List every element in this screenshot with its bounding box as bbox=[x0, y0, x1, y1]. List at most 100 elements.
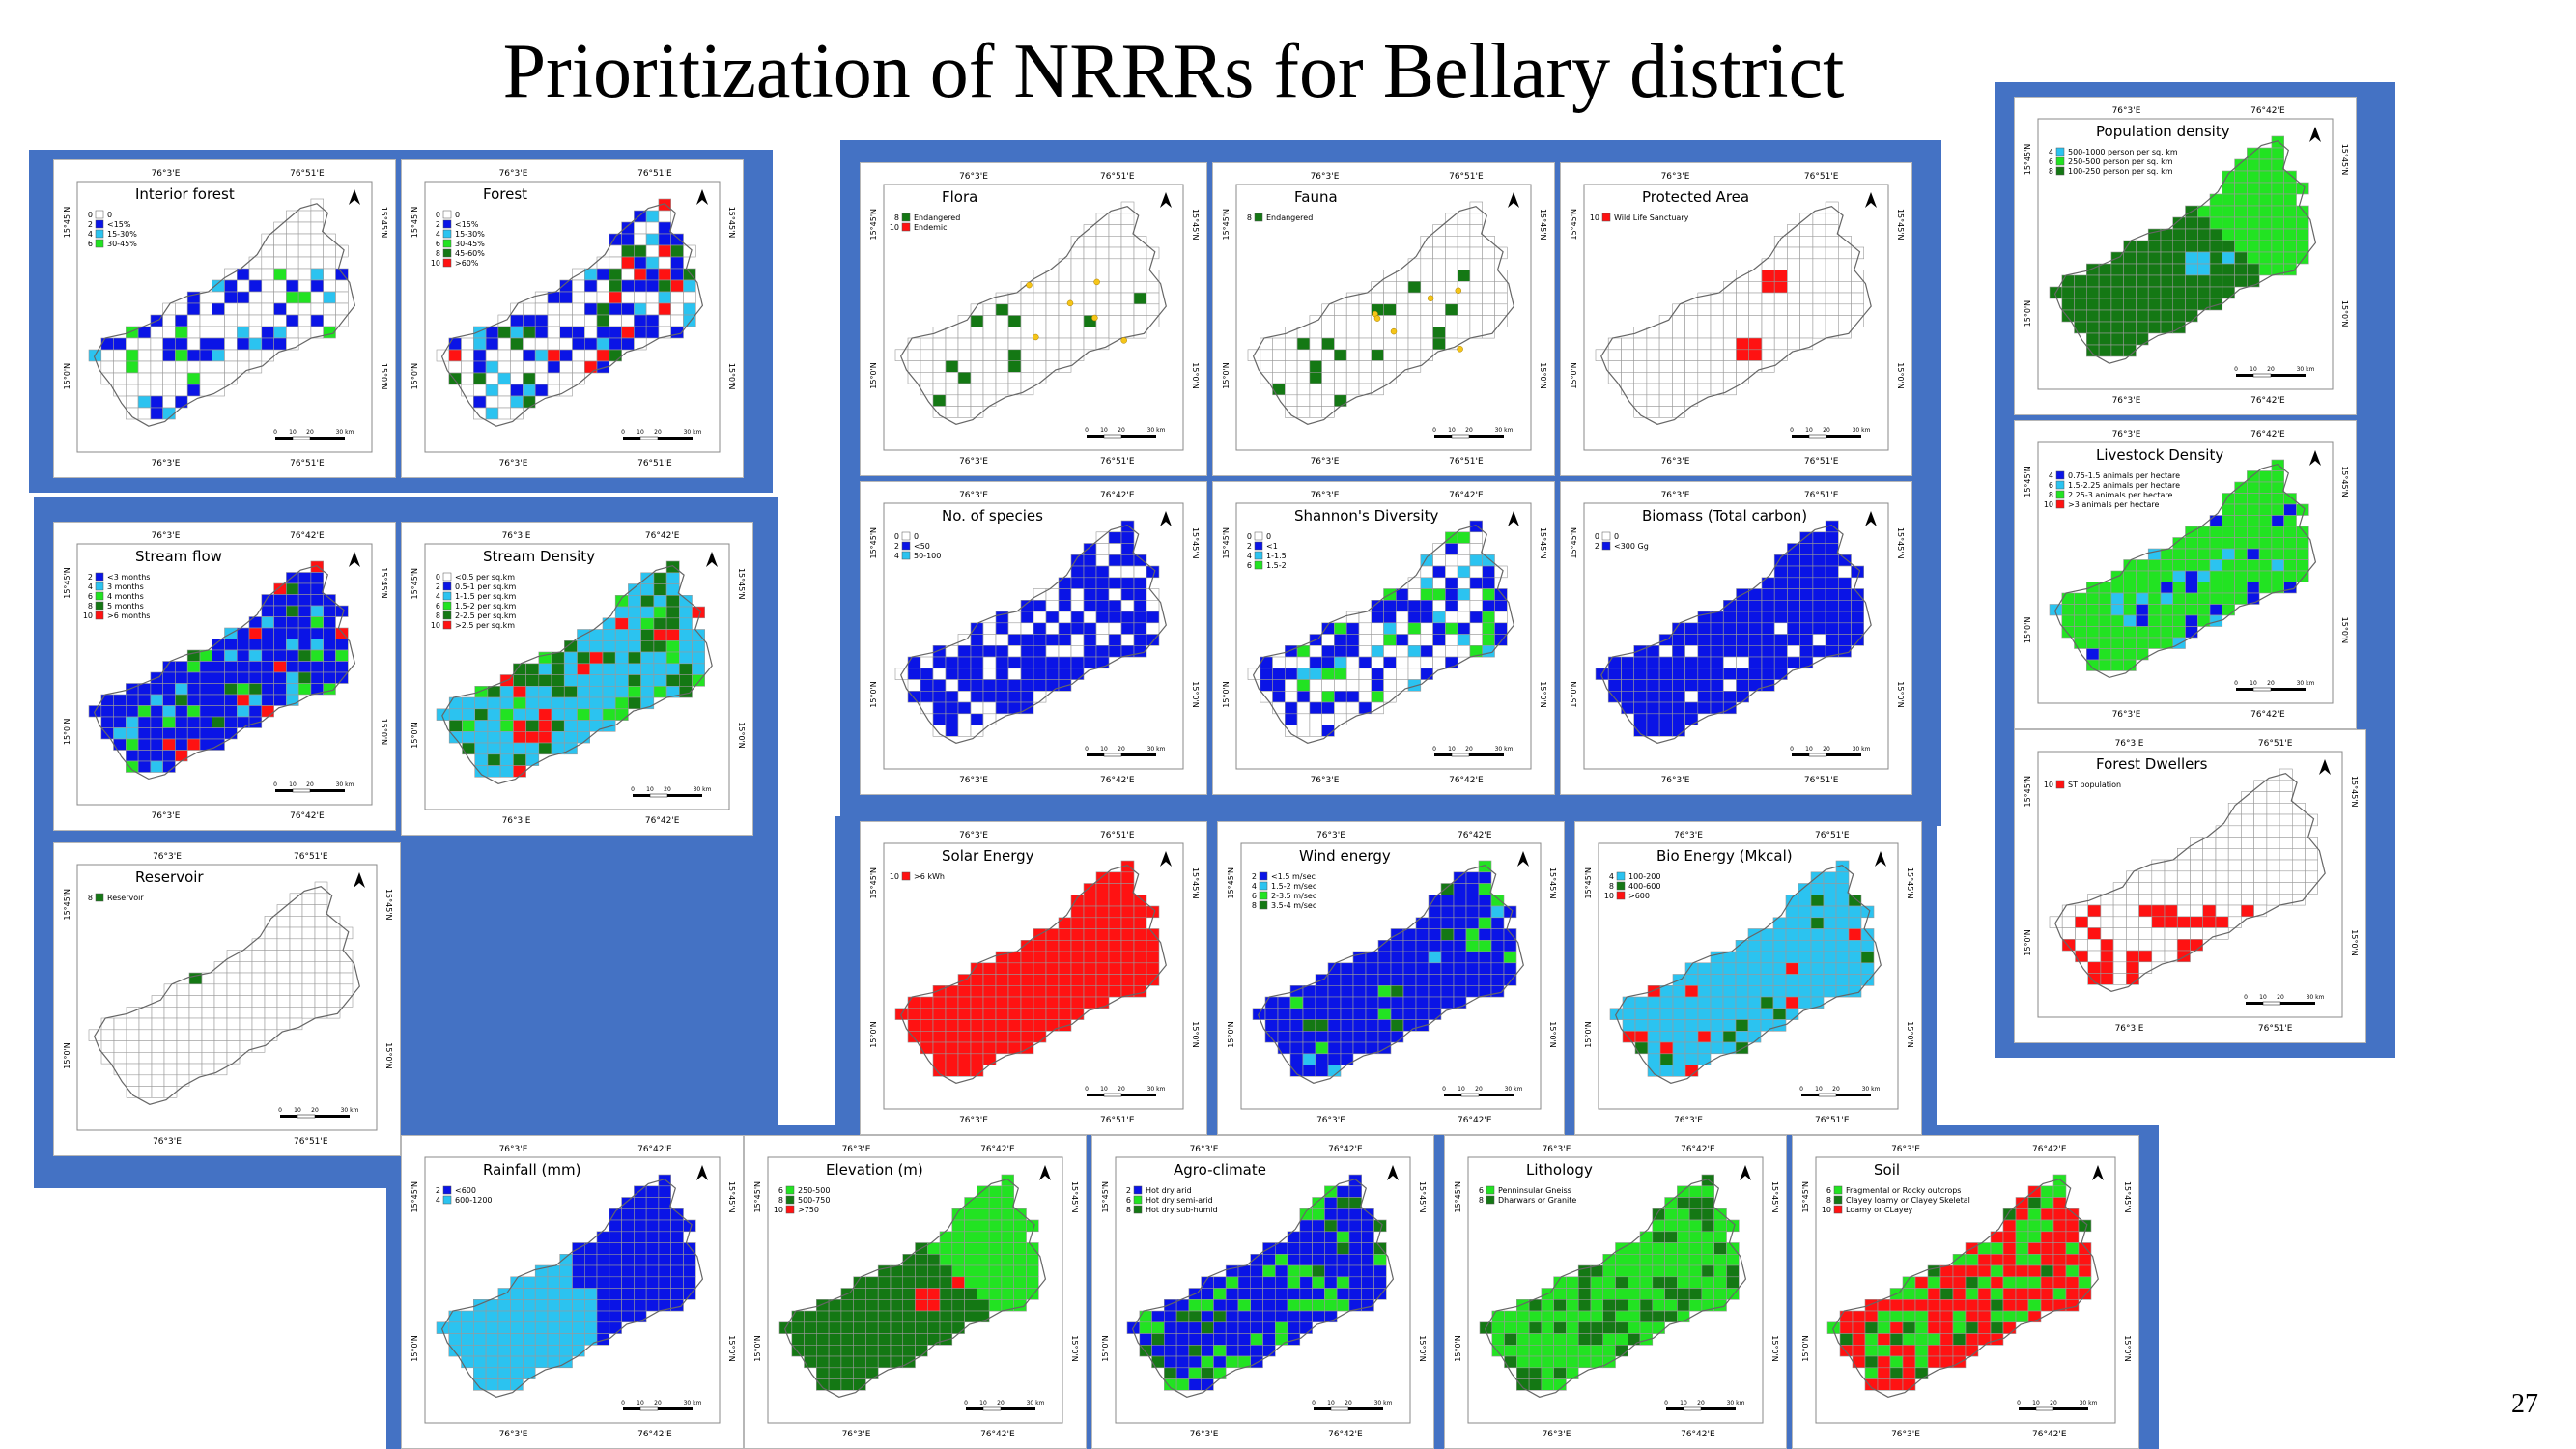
north-arrow-icon bbox=[696, 1165, 708, 1180]
grid-cell bbox=[609, 314, 622, 327]
map-title: Forest Dwellers bbox=[2096, 755, 2208, 773]
grid-cell bbox=[261, 268, 274, 281]
grid-cell bbox=[609, 349, 622, 362]
grid-cell bbox=[2266, 859, 2280, 872]
grid-cell bbox=[621, 256, 635, 270]
grid-cell bbox=[1225, 1310, 1239, 1323]
grid-cell bbox=[840, 1310, 855, 1323]
grid-cell bbox=[634, 279, 647, 293]
grid-cell bbox=[1541, 1321, 1555, 1334]
grid-cell bbox=[1848, 962, 1862, 975]
grid-cell bbox=[1440, 895, 1455, 907]
grid-cell bbox=[547, 337, 561, 351]
grid-cell bbox=[1848, 951, 1862, 964]
grid-cell bbox=[510, 337, 524, 351]
grid-cell bbox=[2202, 882, 2217, 895]
grid-cell bbox=[1345, 372, 1360, 384]
grid-cell bbox=[2052, 1276, 2067, 1289]
grid-cell bbox=[572, 1276, 585, 1289]
grid-cell bbox=[1146, 611, 1160, 624]
grid-cell bbox=[1120, 917, 1135, 929]
map-panel-shannons-diversity: Shannon's Diversity 0 0 2 <1 4 1-1.5 6 1.5-2 0 10 2… bbox=[1212, 481, 1555, 795]
legend-score: 2 bbox=[1247, 542, 1252, 551]
grid-cell bbox=[239, 995, 253, 1008]
grid-cell bbox=[1095, 600, 1110, 612]
map-panel-biomass: Biomass (Total carbon) 0 0 2 <300 Gg 0 10 20 30 … bbox=[1560, 481, 1912, 795]
grid-cell bbox=[1445, 588, 1458, 601]
grid-cell bbox=[1615, 1333, 1628, 1346]
grid-cell bbox=[932, 349, 947, 361]
grid-cell bbox=[1334, 634, 1347, 646]
grid-cell bbox=[1799, 543, 1814, 555]
grid-cell bbox=[2279, 813, 2293, 827]
legend-swatch bbox=[785, 1195, 795, 1205]
grid-cell bbox=[2040, 1208, 2054, 1221]
grid-cell bbox=[945, 701, 959, 715]
grid-cell bbox=[2086, 344, 2100, 357]
grid-cell bbox=[473, 395, 487, 409]
grid-cell bbox=[1321, 394, 1335, 407]
district-grid bbox=[1595, 520, 1864, 737]
grid-cell bbox=[1020, 668, 1034, 680]
grid-cell bbox=[2138, 904, 2153, 918]
scale-bar-icon: 0 10 20 30 km bbox=[2244, 994, 2325, 1006]
grid-cell bbox=[310, 256, 324, 270]
grid-cell bbox=[314, 983, 328, 996]
grid-cell bbox=[534, 384, 549, 397]
grid-cell bbox=[339, 926, 354, 940]
grid-cell bbox=[609, 337, 622, 351]
grid-cell bbox=[1772, 996, 1787, 1009]
grid-cell bbox=[1761, 270, 1775, 282]
grid-cell bbox=[915, 1299, 928, 1312]
grid-cell bbox=[151, 1040, 165, 1053]
lon-label-bottom: 76°3'E bbox=[2112, 710, 2141, 720]
grid-cell bbox=[2215, 894, 2229, 906]
grid-cell bbox=[621, 302, 635, 316]
lon-label-top: 76°42'E bbox=[637, 1145, 672, 1154]
grid-cell bbox=[907, 360, 921, 373]
grid-cell bbox=[1837, 270, 1852, 282]
grid-cell bbox=[1336, 1276, 1350, 1289]
lat-label-right: 15°45'N bbox=[1191, 867, 1200, 899]
grid-cell bbox=[1633, 691, 1648, 703]
grid-cell bbox=[1697, 1031, 1712, 1043]
grid-cell bbox=[1361, 1254, 1374, 1266]
grid-cell bbox=[1684, 656, 1699, 669]
grid-cell bbox=[977, 1197, 990, 1209]
grid-cell bbox=[572, 1321, 585, 1334]
grid-cell bbox=[1020, 1041, 1034, 1055]
map-panel-stream-density: Stream Density 0 <0.5 per sq.km 2 0.5-1 per … bbox=[401, 522, 753, 836]
grid-cell bbox=[1736, 600, 1749, 612]
grid-cell bbox=[1516, 1299, 1530, 1312]
grid-cell bbox=[634, 1299, 647, 1312]
grid-cell bbox=[970, 985, 984, 998]
grid-cell bbox=[1646, 349, 1660, 361]
lat-label-right: 15°0'N bbox=[1539, 362, 1547, 388]
grid-cell bbox=[2112, 916, 2127, 928]
lon-label-bottom: 76°42'E bbox=[1100, 776, 1135, 785]
grid-cell bbox=[1348, 1276, 1362, 1289]
grid-cell bbox=[1365, 962, 1379, 975]
grid-cell bbox=[1420, 246, 1433, 260]
grid-cell bbox=[2087, 904, 2102, 918]
grid-cell bbox=[310, 594, 324, 607]
grid-cell bbox=[1639, 1231, 1654, 1243]
grid-cell bbox=[150, 337, 164, 351]
grid-cell bbox=[927, 1299, 941, 1312]
grid-cell bbox=[1621, 701, 1634, 715]
grid-cell bbox=[2110, 582, 2125, 594]
grid-cell bbox=[201, 1040, 215, 1053]
grid-cell bbox=[2296, 548, 2309, 560]
grid-cell bbox=[1045, 327, 1060, 339]
grid-cell bbox=[1407, 327, 1422, 339]
grid-cell bbox=[1070, 985, 1085, 998]
grid-cell bbox=[2283, 193, 2297, 207]
grid-cell bbox=[645, 268, 660, 281]
grid-cell bbox=[2110, 298, 2125, 311]
legend-label: Endemic bbox=[914, 223, 948, 232]
grid-cell bbox=[461, 1333, 474, 1346]
grid-cell bbox=[1045, 303, 1060, 316]
grid-cell bbox=[1516, 1367, 1530, 1379]
grid-cell bbox=[1420, 337, 1433, 351]
